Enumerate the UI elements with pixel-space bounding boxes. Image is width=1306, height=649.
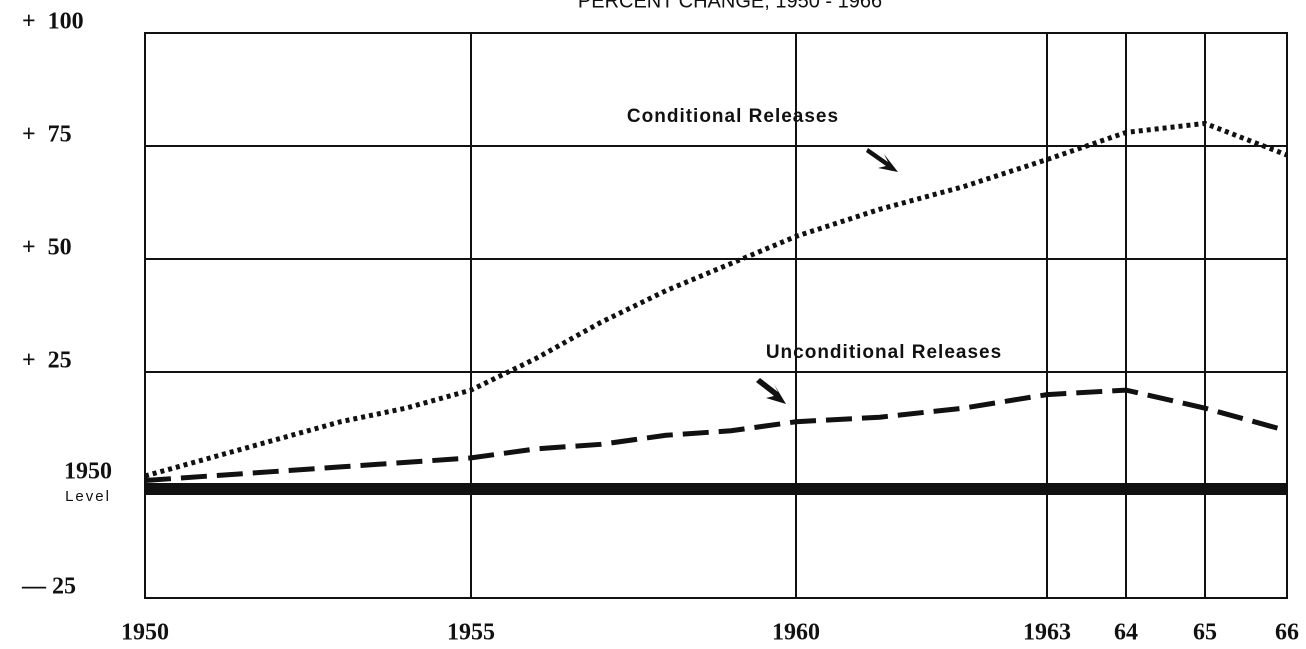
arrow [756,378,786,404]
chart-title: PERCENT CHANGE, 1950 - 1966 [578,0,882,12]
annotation: Conditional Releases [627,106,839,127]
x-tick-label: 1963 [1023,620,1071,646]
x-tick-label: 65 [1193,620,1217,646]
x-tick-label: 64 [1114,620,1138,646]
y-tick-label: — 25 [21,574,76,600]
y-tick-label: + 100 [22,9,84,35]
y-tick-label: + 75 [22,122,72,148]
y-tick-label: 1950 [64,459,112,485]
y-tick-label: Level [65,488,111,505]
arrow [866,148,898,172]
series-line [144,120,1288,479]
x-tick-label: 1960 [772,620,820,646]
annotation: Unconditional Releases [766,342,1002,363]
series-line [144,387,1288,483]
y-tick-label: + 50 [22,235,72,261]
x-tick-label: 1955 [447,620,495,646]
x-tick-label: 1950 [121,620,169,646]
x-tick-label: 66 [1275,620,1299,646]
y-tick-label: + 25 [22,348,72,374]
